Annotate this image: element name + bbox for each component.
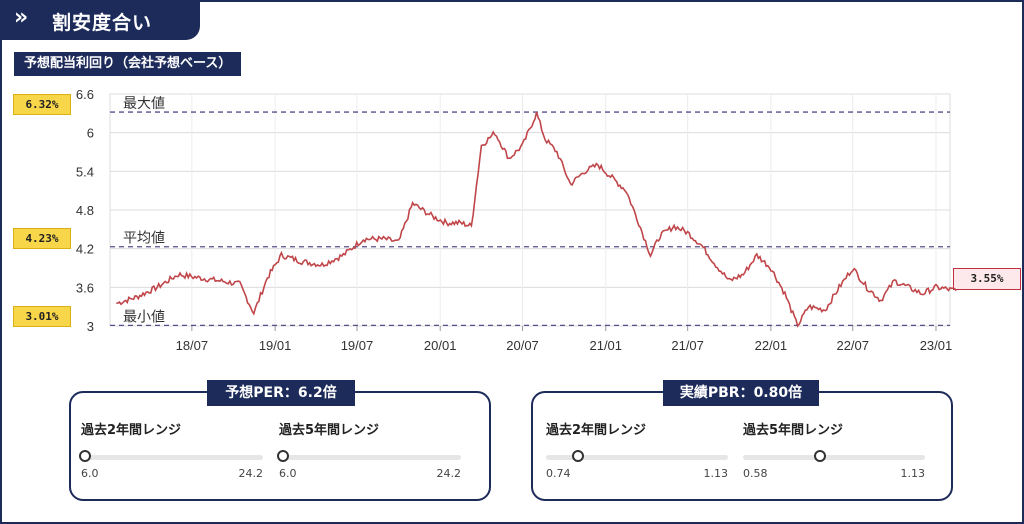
x-tick-label: 20/07 — [506, 338, 539, 353]
y-tick-label: 6 — [87, 126, 94, 141]
per-range-5y-label: 過去5年間レンジ — [279, 423, 380, 438]
per-range-2y-marker — [79, 450, 91, 462]
current-value-badge: 3.55% — [953, 268, 1021, 290]
x-tick-label: 23/01 — [920, 338, 953, 353]
per-range-5y: 過去5年間レンジ 6.0 24.2 — [277, 419, 462, 480]
per-range-5y-marker — [277, 450, 289, 462]
per-range-5y-min: 6.0 — [279, 467, 297, 480]
min-badge: 3.01% — [13, 306, 71, 327]
pbr-range-2y: 過去2年間レンジ 0.74 1.13 — [546, 419, 729, 480]
reference-line-label: 平均値 — [123, 230, 165, 246]
per-range-2y-track — [81, 455, 263, 460]
pbr-range-5y-label: 過去5年間レンジ — [743, 423, 844, 438]
y-tick-label: 3 — [87, 319, 94, 334]
pbr-box: 過去2年間レンジ 0.74 1.13 過去5年間レンジ 0.58 1.13 — [531, 391, 953, 501]
pbr-range-2y-track — [546, 455, 728, 460]
x-tick-label: 21/01 — [589, 338, 622, 353]
x-tick-label: 20/01 — [424, 338, 457, 353]
y-tick-label: 3.6 — [76, 280, 94, 295]
avg-badge: 4.23% — [13, 228, 71, 249]
pbr-range-2y-label: 過去2年間レンジ — [546, 423, 647, 438]
section-title: 予想配当利回り（会社予想ベース） — [14, 52, 242, 76]
pbr-range-5y-min: 0.58 — [743, 467, 768, 480]
per-range-5y-max: 24.2 — [436, 467, 462, 480]
page-title: 割安度合い — [52, 12, 153, 34]
header-tab: » 割安度合い — [0, 0, 200, 40]
dividend-yield-line — [116, 111, 957, 328]
pbr-range-5y-marker — [813, 450, 826, 462]
per-range-2y-min: 6.0 — [81, 467, 99, 480]
max-badge: 6.32% — [13, 94, 71, 115]
per-range-2y-max: 24.2 — [238, 467, 264, 480]
y-tick-label: 4.8 — [76, 203, 94, 218]
reference-line-label: 最小値 — [123, 308, 165, 324]
x-tick-label: 18/07 — [176, 338, 209, 353]
x-tick-label: 22/01 — [755, 338, 788, 353]
per-range-2y: 過去2年間レンジ 6.0 24.2 — [79, 419, 264, 480]
reference-line-label: 最大値 — [123, 95, 165, 111]
per-box: 過去2年間レンジ 6.0 24.2 過去5年間レンジ 6.0 24.2 — [69, 391, 491, 501]
per-title: 予想PER：6.2倍 — [207, 380, 355, 406]
pbr-range-2y-max: 1.13 — [703, 467, 729, 480]
per-range-5y-track — [279, 455, 461, 460]
x-tick-label: 19/07 — [341, 338, 374, 353]
double-chevron-right-icon: » — [14, 5, 29, 30]
pbr-range-2y-min: 0.74 — [546, 467, 571, 480]
pbr-title: 実績PBR：0.80倍 — [663, 380, 819, 406]
pbr-range-5y-max: 1.13 — [900, 467, 926, 480]
per-range-2y-label: 過去2年間レンジ — [81, 423, 182, 438]
pbr-range-5y-track — [743, 455, 925, 460]
y-tick-label: 4.2 — [76, 242, 94, 257]
pbr-range-5y: 過去5年間レンジ 0.58 1.13 — [743, 419, 926, 480]
y-tick-label: 5.4 — [76, 164, 94, 179]
x-tick-label: 21/07 — [671, 338, 704, 353]
pbr-range-2y-marker — [572, 450, 585, 462]
x-tick-label: 19/01 — [259, 338, 292, 353]
x-tick-label: 22/07 — [836, 338, 869, 353]
y-tick-label: 6.6 — [76, 87, 94, 102]
